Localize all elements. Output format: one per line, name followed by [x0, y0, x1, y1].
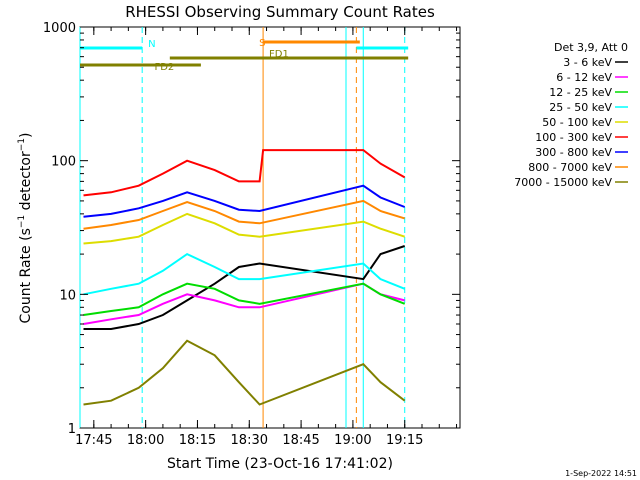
- axes: 1 10 100 1000 17:45 18:00 18:15 18:30 18:45 19:00…: [43, 21, 460, 448]
- x-tick-label: 18:00: [127, 433, 164, 448]
- legend-entry: 25 - 50 keV: [549, 101, 612, 114]
- x-tick-label: 18:15: [179, 433, 216, 448]
- legend: Det 3,9, Att 0 3 - 6 keV 6 - 12 keV 12 - 25…: [514, 41, 628, 189]
- plot-frame: [79, 26, 461, 429]
- series-line: [83, 199, 405, 230]
- vertical-markers: [79, 27, 406, 428]
- flag-bar-label: FD2: [154, 62, 174, 73]
- legend-entry: 300 - 800 keV: [535, 146, 612, 159]
- y-label-sup: −1: [17, 138, 27, 151]
- y-label-part: detector: [18, 151, 34, 215]
- series-line: [83, 245, 406, 330]
- legend-entry: 3 - 6 keV: [563, 56, 612, 69]
- series-lines: [83, 149, 406, 406]
- x-axis-label: Start Time (23-Oct-16 17:41:02): [167, 456, 393, 472]
- legend-entry: 12 - 25 keV: [549, 86, 612, 99]
- chart-title: RHESSI Observing Summary Count Rates: [125, 3, 435, 21]
- flag-bars: N S FD1 FD2: [80, 38, 409, 73]
- series-line: [83, 252, 406, 296]
- y-axis-label: Count Rate (s−1 detector−1): [17, 133, 34, 324]
- legend-header: Det 3,9, Att 0: [554, 41, 628, 54]
- series-line: [83, 282, 406, 316]
- y-label-part: ): [18, 133, 34, 138]
- series-line: [83, 184, 406, 218]
- y-label-sup: −1: [17, 215, 27, 228]
- x-tick-label: 17:45: [75, 433, 112, 448]
- series-line: [83, 149, 406, 197]
- y-label-part: Count Rate (s: [18, 228, 34, 323]
- x-tick-label: 19:15: [386, 433, 423, 448]
- x-tick-label: 18:30: [231, 433, 268, 448]
- y-tick-label: 1000: [43, 21, 76, 36]
- y-tick-label: 10: [59, 288, 76, 303]
- legend-entry: 6 - 12 keV: [556, 71, 612, 84]
- y-tick-label: 100: [51, 155, 76, 170]
- flag-bar-label: FD1: [269, 49, 289, 60]
- series-line: [83, 339, 406, 406]
- x-tick-label: 18:45: [282, 433, 319, 448]
- x-tick-label: 19:00: [334, 433, 371, 448]
- legend-entry: 50 - 100 keV: [542, 116, 612, 129]
- flag-bar-label: S: [259, 38, 265, 49]
- legend-entry: 100 - 300 keV: [535, 131, 612, 144]
- footer-date: 1-Sep-2022 14:51: [565, 469, 637, 478]
- legend-entry: 800 - 7000 keV: [528, 161, 612, 174]
- flag-bar-label: N: [148, 39, 155, 50]
- legend-entry: 7000 - 15000 keV: [514, 176, 612, 189]
- series-line: [83, 212, 406, 245]
- y-tick-label: 1: [68, 422, 76, 437]
